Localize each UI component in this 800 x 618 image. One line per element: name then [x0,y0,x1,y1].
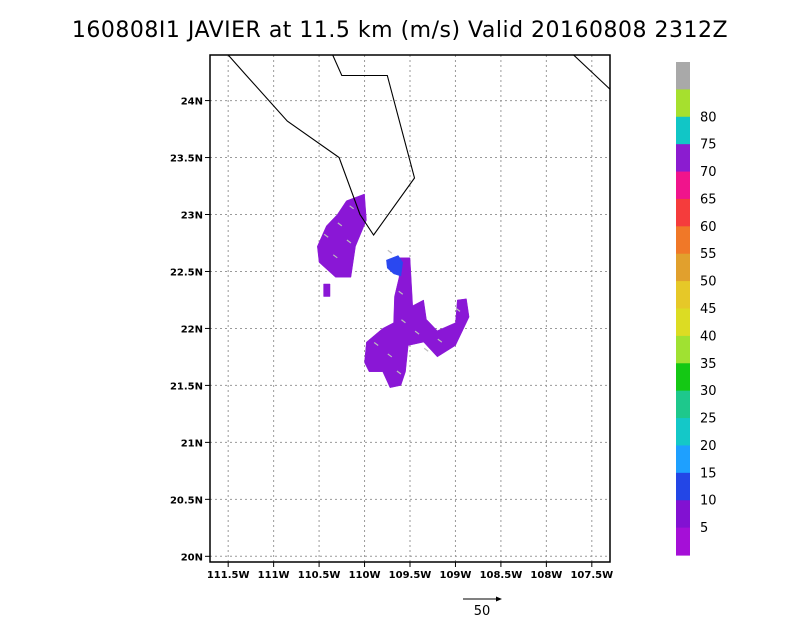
lon-tick-label: 107.5W [570,570,613,581]
lon-tick-label: 109W [440,570,472,581]
colorbar-swatch [676,281,690,310]
wind-vector [455,307,461,312]
latitude-axis: 20N 20.5N 21N 21.5N 22N 22.5N 23N 23.5N 24N [170,97,210,563]
wind-vector [332,254,338,259]
colorbar-swatch [676,363,690,392]
colorbar-swatch [676,253,690,282]
scale-arrow-head [496,596,502,602]
wind-vector [337,222,343,227]
wind-speed-field [317,193,470,388]
lon-tick-label: 108.5W [480,570,523,581]
colorbar-swatch [676,472,690,501]
colorbar-label: 40 [700,329,717,344]
lon-tick-label: 110.5W [298,570,341,581]
colorbar-swatch [676,390,690,419]
colorbar-label: 50 [700,275,717,290]
lon-tick-label: 109.5W [389,570,432,581]
colorbar-swatch [676,445,690,474]
scale-label: 50 [474,604,491,618]
lat-tick-label: 21.5N [170,381,203,392]
colorbar-label: 25 [700,412,717,427]
colorbar-label: 80 [700,110,717,125]
coastline [227,55,610,236]
lat-tick-label: 21N [181,438,203,449]
colorbar-label: 15 [700,466,717,481]
chart-title: 160808I1 JAVIER at 11.5 km (m/s) Valid 2… [71,18,729,43]
wind-region [317,193,367,278]
colorbar-label: 10 [700,494,717,509]
colorbar-swatch [676,500,690,529]
colorbar-swatch [676,226,690,255]
wind-vector [346,239,352,244]
lat-tick-label: 23N [181,211,203,222]
lon-tick-label: 111W [258,570,290,581]
wind-vector [387,353,393,358]
wind-region [386,255,403,277]
longitude-axis: 111.5W 111W 110.5W 110W 109.5W 109W 108.5W 108W… [207,562,613,581]
colorbar-label: 35 [700,357,717,372]
wind-vector [398,290,404,295]
colorbar-label: 60 [700,220,717,235]
colorbar-label: 55 [700,247,717,262]
lat-tick-label: 20N [181,552,203,563]
lat-tick-label: 24N [181,97,203,108]
lon-tick-label: 110W [349,570,381,581]
wind-vector [401,319,406,324]
lon-tick-label: 111.5W [207,570,250,581]
vector-scale: 50 [463,596,502,618]
colorbar-label: 5 [700,521,708,536]
wind-region [364,257,470,388]
lat-tick-label: 22.5N [170,267,203,278]
lat-tick-label: 23.5N [170,154,203,165]
coastline-segment [573,55,610,90]
colorbar-swatch [676,418,690,447]
wind-vector [437,338,443,343]
wind-vector [323,233,329,238]
colorbar-swatch [676,527,690,556]
wind-vector [414,330,420,335]
colorbar-swatch [676,308,690,337]
lat-tick-label: 22N [181,324,203,335]
colorbar-swatch [676,116,690,145]
wind-vector [373,342,379,347]
wind-vector [396,370,402,375]
colorbar-swatch [676,89,690,118]
wind-region [323,283,331,297]
colorbar-swatch [676,335,690,364]
colorbar-label: 20 [700,439,717,454]
coastline-segment [227,55,416,236]
colorbar-label: 70 [700,165,717,180]
wind-vector [387,249,393,254]
lat-tick-label: 20.5N [170,495,203,506]
wind-vector [349,205,354,210]
colorbar-label: 30 [700,384,717,399]
colorbar-swatch [676,62,690,90]
lon-tick-label: 108W [530,570,562,581]
wind-vector [423,347,429,352]
colorbar-label: 75 [700,138,717,153]
colorbar-swatch [676,171,690,200]
colorbar: 80 75 70 65 60 55 50 45 40 35 30 25 20 15 10 5 [676,62,717,556]
colorbar-label: 45 [700,302,717,317]
colorbar-label: 65 [700,192,717,207]
colorbar-swatch [676,198,690,227]
colorbar-swatch [676,144,690,173]
